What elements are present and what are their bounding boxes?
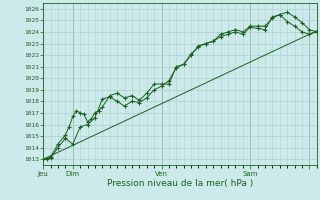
X-axis label: Pression niveau de la mer( hPa ): Pression niveau de la mer( hPa ) [107,179,253,188]
